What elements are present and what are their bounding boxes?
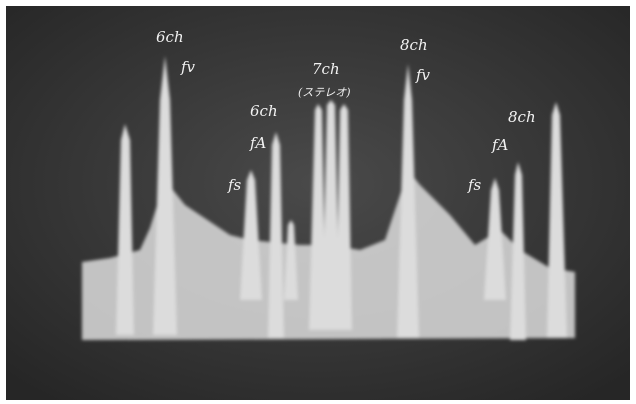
annotation: 8ch: [400, 36, 428, 54]
peak: [116, 124, 134, 335]
peak: [322, 100, 340, 330]
annotation: 6ch: [156, 28, 184, 46]
annotation: fA: [491, 136, 509, 154]
peak: [510, 162, 526, 340]
annotation: 8ch: [508, 108, 536, 126]
annotation: fs: [227, 176, 242, 194]
peak: [397, 64, 419, 338]
peak: [484, 178, 506, 300]
annotation: fs: [467, 176, 482, 194]
peak: [547, 102, 567, 338]
peak: [284, 220, 298, 300]
annotation: fv: [415, 66, 431, 84]
annotation: 7ch: [312, 60, 340, 78]
peak: [309, 104, 326, 330]
annotation: (ステレオ): [298, 86, 351, 99]
peak: [336, 104, 352, 330]
peak: [153, 56, 177, 335]
peak: [268, 132, 284, 338]
annotation: fv: [180, 58, 196, 76]
annotation: fA: [249, 134, 267, 152]
trace: [82, 56, 575, 340]
annotation: 6ch: [250, 102, 278, 120]
peak: [240, 170, 262, 300]
